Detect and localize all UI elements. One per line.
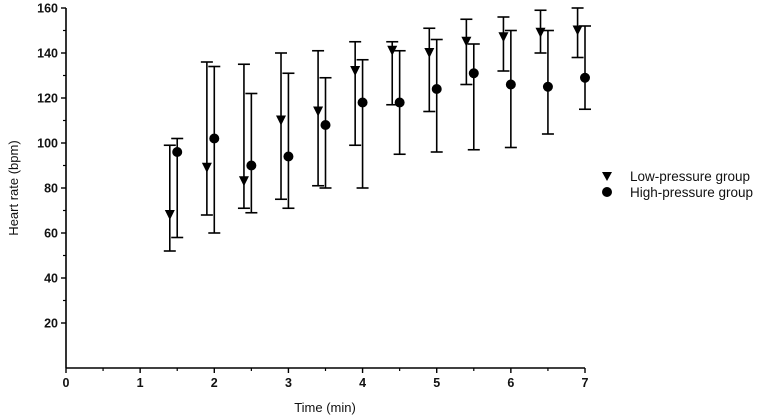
point-high-pressure [580,72,590,83]
point-high-pressure [394,97,405,108]
x-tick-label: 2 [211,376,218,390]
axes: 20 40 60 80 100 120 140 160 0 1 2 3 4 5 6 7 [37,2,588,391]
point-low-pressure [350,66,361,76]
legend-circle-icon [602,187,612,197]
legend-item-low-pressure: Low-pressure group [602,169,750,184]
x-tick-label: 0 [63,376,70,390]
x-tick-label: 7 [582,376,589,390]
y-tick-label: 120 [37,92,58,106]
y-tick-label: 80 [44,182,58,196]
error-bars [163,7,591,252]
point-high-pressure [283,151,294,162]
y-tick-label: 100 [37,137,58,151]
point-high-pressure [246,160,257,171]
point-low-pressure [313,106,324,117]
point-high-pressure [209,133,220,144]
x-tick-label: 4 [359,376,366,390]
legend-label-high-pressure: High-pressure group [630,185,753,200]
point-low-pressure [164,210,175,220]
point-high-pressure [542,81,553,92]
y-tick-label: 60 [44,227,58,241]
point-low-pressure [276,115,287,126]
y-tick-label: 40 [44,272,58,286]
y-tick-label: 20 [44,317,58,331]
point-low-pressure [424,48,435,58]
point-low-pressure [572,25,583,36]
legend: Low-pressure group High-pressure group [602,169,753,200]
legend-item-high-pressure: High-pressure group [602,185,753,200]
y-axis-label: Heart rate (bpm) [6,140,21,235]
x-tick-label: 1 [137,376,144,390]
data-markers [164,25,590,220]
point-low-pressure [461,36,472,47]
point-high-pressure [320,120,331,130]
legend-triangle-icon [602,172,612,181]
point-high-pressure [431,84,442,94]
point-low-pressure [498,32,509,43]
x-tick-label: 3 [285,376,292,390]
x-tick-label: 5 [433,376,440,390]
point-low-pressure [201,162,212,173]
point-low-pressure [387,45,398,56]
x-tick-label: 6 [507,376,514,390]
y-tick-label: 160 [37,2,58,16]
point-high-pressure [172,147,183,157]
x-axis-label: Time (min) [294,400,356,415]
point-low-pressure [238,176,249,187]
legend-label-low-pressure: Low-pressure group [630,169,750,184]
y-tick-label: 140 [37,47,58,61]
point-low-pressure [535,27,546,38]
point-high-pressure [357,97,368,108]
point-high-pressure [468,68,479,79]
point-high-pressure [505,79,516,90]
